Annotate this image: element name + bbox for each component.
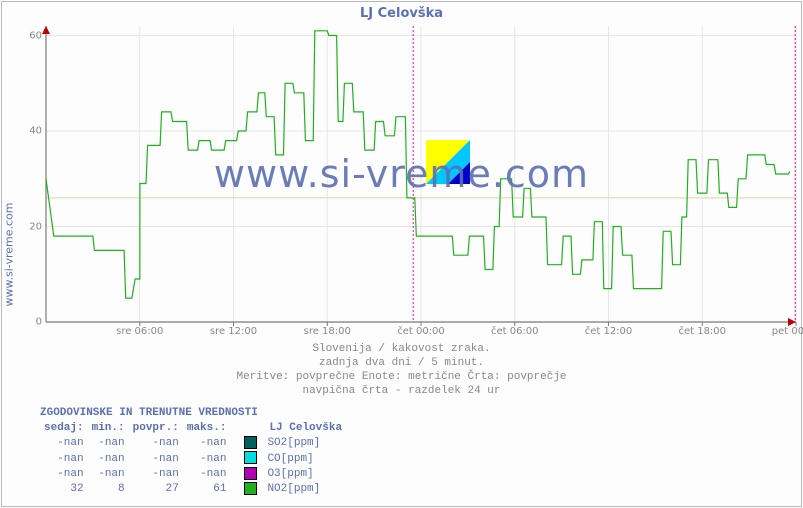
legend-value: -nan [88,467,129,482]
y-tick-label: 0 [36,317,42,328]
legend-swatch-cell [230,467,265,482]
subtitle-line-3: Meritve: povprečne Enote: metrične Črta:… [0,370,803,384]
chart-title: LJ Celovška [0,6,803,21]
legend-swatch [244,482,257,495]
legend-header-row: sedaj: min.: povpr.: maks.: LJ Celovška [40,421,346,436]
x-tick-label: sre 18:00 [304,326,351,337]
legend-value: -nan [129,436,183,451]
legend-row: -nan-nan-nan-nanO3[ppm] [40,467,346,482]
legend-value: -nan [129,451,183,466]
legend-value: 32 [40,482,88,497]
legend-swatch [244,467,257,480]
legend-block: ZGODOVINSKE IN TRENUTNE VREDNOSTI sedaj:… [40,406,346,498]
x-tick-label: čet 12:00 [585,326,633,337]
legend-value: -nan [88,451,129,466]
legend-value: 27 [129,482,183,497]
legend-series-label: CO[ppm] [265,451,346,466]
legend-value: 8 [88,482,129,497]
legend-col-min: min.: [88,421,129,436]
x-tick-label: sre 12:00 [210,326,257,337]
legend-value: -nan [183,467,231,482]
legend-row: -nan-nan-nan-nanCO[ppm] [40,451,346,466]
subtitle-line-2: zadnja dva dni / 5 minut. [0,356,803,370]
legend-value: -nan [40,467,88,482]
y-tick-label: 40 [29,126,42,137]
legend-swatch-cell [230,451,265,466]
x-tick-label: čet 06:00 [491,326,539,337]
legend-value: -nan [183,436,231,451]
legend-table: sedaj: min.: povpr.: maks.: LJ Celovška … [40,421,346,498]
y-tick-labels: 0204060 [0,26,42,322]
subtitle-line-1: Slovenija / kakovost zraka. [0,342,803,356]
legend-row: 3282761 NO2[ppm] [40,482,346,497]
legend-value: -nan [183,451,231,466]
legend-row: -nan-nan-nan-nanSO2[ppm] [40,436,346,451]
legend-col-avg: povpr.: [129,421,183,436]
x-tick-label: sre 06:00 [116,326,163,337]
legend-swatch-cell [230,482,265,497]
y-tick-label: 60 [29,30,42,41]
legend-value: -nan [88,436,129,451]
legend-col-max: maks.: [183,421,231,436]
legend-value: -nan [40,451,88,466]
legend-value: 61 [183,482,231,497]
legend-series-label: O3[ppm] [265,467,346,482]
y-tick-label: 20 [29,221,42,232]
chart-plot-area [46,26,796,322]
legend-series-label: SO2[ppm] [265,436,346,451]
legend-title: ZGODOVINSKE IN TRENUTNE VREDNOSTI [40,406,346,421]
x-tick-label: čet 18:00 [678,326,726,337]
legend-swatch-cell [230,436,265,451]
legend-value: -nan [129,467,183,482]
legend-series-header: LJ Celovška [265,421,346,436]
x-tick-label: čet 00:00 [397,326,445,337]
legend-swatch [244,436,257,449]
x-tick-label: pet 00:00 [772,326,803,337]
legend-col-swatch [230,421,265,436]
legend-value: -nan [40,436,88,451]
legend-swatch [244,451,257,464]
subtitle-line-4: navpična črta - razdelek 24 ur [0,384,803,398]
chart-data-line [46,26,796,322]
x-tick-labels: sre 06:00 sre 12:00 sre 18:00 čet 00:00 čet … [46,326,796,340]
legend-col-now: sedaj: [40,421,88,436]
legend-series-label: NO2[ppm] [265,482,346,497]
